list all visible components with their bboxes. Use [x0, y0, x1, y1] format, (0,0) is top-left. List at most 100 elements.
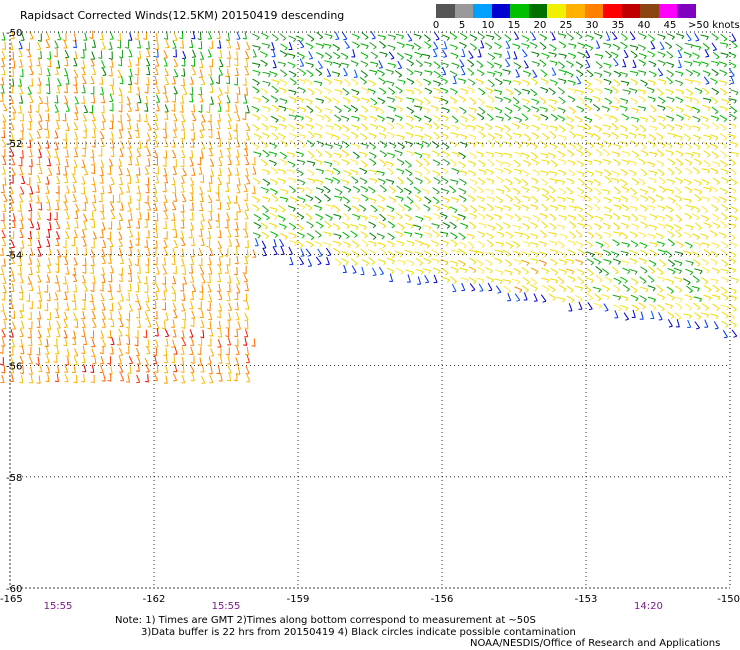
wind-barb	[190, 158, 194, 166]
wind-barb-flag	[436, 225, 440, 229]
wind-barb-flag	[82, 82, 87, 85]
wind-barb	[129, 148, 133, 157]
wind-barb	[684, 78, 693, 82]
wind-barb	[272, 48, 276, 57]
wind-barb-flag	[579, 147, 583, 151]
wind-barb-flag	[471, 289, 476, 292]
wind-barb-flag	[696, 217, 700, 221]
wind-barb-flag	[688, 235, 692, 239]
wind-barb	[523, 159, 531, 165]
wind-barb	[332, 51, 341, 57]
wind-barb	[351, 95, 360, 100]
wind-barb-flag	[267, 198, 271, 203]
wind-barb	[423, 166, 431, 173]
wind-barb-flag	[546, 288, 550, 293]
wind-barb	[711, 122, 719, 128]
wind-barb	[549, 125, 558, 129]
wind-barb-flag	[27, 146, 31, 149]
wind-barb-flag	[453, 36, 458, 40]
wind-barb-flag	[319, 217, 324, 221]
wind-barb	[449, 158, 457, 165]
wind-barb-flag	[651, 38, 655, 42]
wind-barb	[200, 122, 205, 131]
wind-barb	[594, 170, 603, 174]
wind-barb	[496, 231, 505, 236]
wind-barb	[640, 286, 649, 290]
wind-barb	[656, 276, 665, 280]
wind-barb	[613, 277, 622, 283]
wind-barb	[334, 258, 342, 264]
wind-barb-flag	[172, 100, 176, 103]
wind-barb	[458, 195, 467, 200]
wind-barb-flag	[618, 146, 622, 150]
wind-barb	[665, 188, 674, 192]
wind-barb-flag	[654, 243, 658, 248]
wind-barb-flag	[372, 274, 377, 276]
wind-barb	[592, 286, 601, 290]
wind-barb-flag	[608, 73, 612, 77]
wind-barb	[649, 249, 657, 255]
wind-barb-flag	[471, 236, 475, 240]
wind-barb	[550, 159, 558, 166]
wind-barb-flag	[411, 91, 415, 95]
wind-barb-flag	[338, 262, 342, 266]
wind-barb-flag	[328, 90, 332, 95]
wind-barb	[540, 277, 549, 281]
wind-barb-flag	[46, 236, 50, 238]
wind-barb	[340, 52, 349, 58]
wind-barb	[458, 232, 466, 238]
wind-barb	[530, 77, 538, 84]
wind-barb	[476, 185, 484, 192]
wind-barb-flag	[330, 135, 334, 139]
wind-barb-flag	[643, 107, 647, 112]
wind-barb	[397, 259, 406, 263]
wind-barb-flag	[381, 100, 386, 105]
wind-barb-flag	[292, 127, 296, 131]
wind-barb-flag	[508, 81, 512, 85]
wind-barb	[27, 86, 32, 95]
wind-barb	[219, 229, 222, 238]
wind-barb	[486, 113, 494, 120]
wind-barb	[549, 177, 558, 182]
wind-barb-flag	[11, 66, 15, 69]
wind-barb-flag	[642, 129, 647, 133]
wind-barb	[623, 312, 630, 320]
wind-barb	[595, 232, 603, 238]
wind-barb	[584, 204, 593, 209]
wind-barb	[37, 221, 41, 230]
wind-barb	[502, 69, 511, 72]
wind-barb	[146, 58, 151, 66]
wind-barb-flag	[488, 127, 493, 131]
wind-barb	[558, 268, 567, 273]
wind-barb	[288, 35, 297, 40]
wind-barb-flag	[627, 216, 631, 221]
wind-barb	[548, 99, 557, 102]
wind-barb	[549, 278, 558, 281]
wind-barb	[306, 69, 314, 76]
wind-barb-flag	[27, 218, 32, 221]
wind-barb-flag	[146, 254, 150, 257]
wind-barb	[586, 258, 594, 264]
wind-barb-flag	[497, 291, 502, 294]
wind-barb	[10, 122, 15, 130]
wind-barb-flag	[535, 244, 539, 248]
wind-barb	[343, 78, 351, 85]
wind-barb-flag	[734, 144, 738, 148]
wind-barb-flag	[615, 136, 619, 140]
wind-barb	[496, 188, 505, 192]
wind-barb	[414, 70, 423, 74]
wind-barb-flag	[282, 218, 286, 222]
wind-barb	[37, 195, 40, 204]
wind-barb-flag	[154, 163, 158, 166]
wind-barb-flag	[136, 120, 141, 122]
wind-barb	[376, 205, 385, 210]
wind-barb-flag	[606, 245, 611, 249]
wind-barb	[728, 312, 735, 318]
wind-barb	[379, 51, 388, 55]
wind-barb-flag	[679, 270, 682, 275]
wind-barb	[10, 95, 14, 104]
wind-barb	[66, 284, 69, 293]
wind-barb-flag	[445, 101, 449, 105]
wind-barb	[504, 106, 513, 112]
wind-barb	[440, 177, 449, 182]
